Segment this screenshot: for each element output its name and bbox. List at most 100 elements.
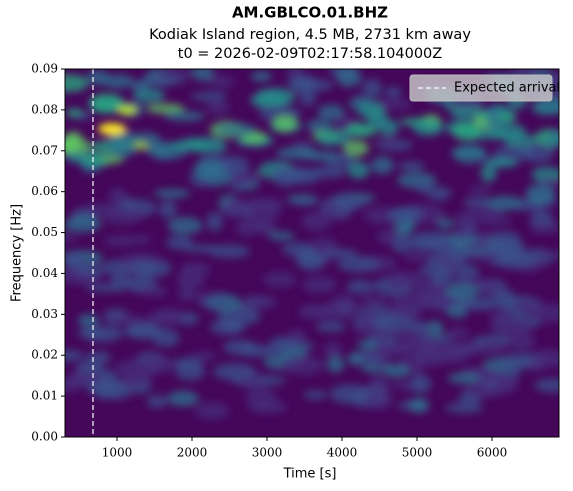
- texture: [299, 90, 317, 106]
- texture: [65, 251, 86, 270]
- texture: [146, 394, 168, 408]
- texture: [193, 159, 226, 180]
- texture: [391, 234, 413, 253]
- texture: [66, 108, 83, 118]
- spectrogram-image: [65, 69, 559, 420]
- texture: [418, 264, 454, 277]
- texture: [306, 119, 333, 133]
- texture: [315, 321, 346, 333]
- texture: [334, 194, 363, 210]
- texture: [445, 282, 479, 300]
- texture: [86, 351, 112, 365]
- texture: [105, 138, 138, 158]
- texture: [506, 332, 536, 351]
- texture: [389, 271, 407, 290]
- texture: [455, 211, 474, 227]
- texture: [484, 109, 502, 127]
- texture: [360, 295, 388, 306]
- texture: [167, 390, 199, 407]
- texture: [68, 152, 108, 165]
- texture: [235, 218, 260, 236]
- texture: [130, 259, 158, 279]
- texture: [108, 187, 128, 206]
- texture: [67, 370, 102, 386]
- texture: [190, 91, 228, 102]
- texture: [356, 340, 379, 350]
- x-tick-label: 4000: [327, 446, 358, 460]
- texture: [504, 133, 536, 148]
- texture: [303, 390, 328, 400]
- texture: [541, 250, 559, 259]
- texture: [306, 305, 342, 319]
- texture: [296, 251, 326, 271]
- texture: [207, 75, 234, 89]
- texture: [478, 216, 513, 226]
- texture: [308, 166, 347, 179]
- texture: [530, 349, 559, 369]
- texture: [525, 183, 555, 204]
- texture: [65, 349, 85, 362]
- texture: [263, 271, 297, 288]
- texture: [132, 79, 151, 96]
- texture: [329, 384, 369, 404]
- texture: [466, 196, 484, 208]
- texture: [345, 123, 378, 137]
- texture: [272, 114, 297, 132]
- texture: [531, 166, 559, 183]
- texture: [445, 402, 484, 414]
- texture: [301, 211, 331, 231]
- texture: [146, 103, 185, 114]
- texture: [89, 93, 124, 112]
- texture: [487, 195, 524, 211]
- texture: [180, 262, 211, 275]
- texture: [326, 355, 345, 373]
- texture: [158, 200, 177, 219]
- texture: [397, 161, 425, 172]
- texture: [528, 303, 559, 323]
- texture: [358, 100, 384, 120]
- texture: [239, 373, 265, 390]
- texture: [223, 320, 244, 333]
- x-tick-label: 2000: [177, 446, 208, 460]
- texture: [343, 140, 369, 157]
- texture: [444, 342, 484, 355]
- texture: [323, 342, 342, 358]
- texture: [151, 328, 180, 347]
- x-tick-label: 3000: [252, 446, 283, 460]
- y-tick-label: 0.00: [31, 430, 58, 444]
- texture: [347, 161, 370, 180]
- texture: [177, 286, 195, 302]
- texture: [549, 129, 559, 147]
- texture: [255, 221, 276, 235]
- texture: [378, 118, 399, 136]
- x-axis-label: Time [s]: [283, 467, 337, 482]
- texture: [223, 197, 248, 218]
- texture: [415, 177, 433, 194]
- texture: [485, 239, 526, 255]
- texture: [412, 118, 444, 136]
- texture: [194, 402, 229, 420]
- texture: [237, 345, 279, 358]
- texture: [100, 205, 144, 225]
- legend-box: [409, 74, 553, 102]
- texture: [182, 244, 221, 253]
- texture: [322, 248, 358, 259]
- texture: [302, 151, 340, 161]
- texture: [280, 355, 324, 375]
- legend-label: Expected arrival: [454, 81, 560, 96]
- y-tick-label: 0.07: [31, 143, 58, 157]
- texture: [426, 186, 452, 201]
- texture: [220, 155, 250, 176]
- texture: [409, 374, 432, 394]
- texture: [346, 279, 375, 294]
- texture: [191, 69, 215, 82]
- y-tick-label: 0.08: [31, 102, 58, 116]
- x-tick-label: 1000: [102, 446, 133, 460]
- texture: [336, 69, 362, 88]
- texture: [365, 389, 393, 410]
- texture: [302, 276, 338, 294]
- texture: [205, 100, 230, 115]
- texture: [490, 317, 534, 337]
- texture: [460, 296, 501, 311]
- plot-frame: [64, 68, 560, 438]
